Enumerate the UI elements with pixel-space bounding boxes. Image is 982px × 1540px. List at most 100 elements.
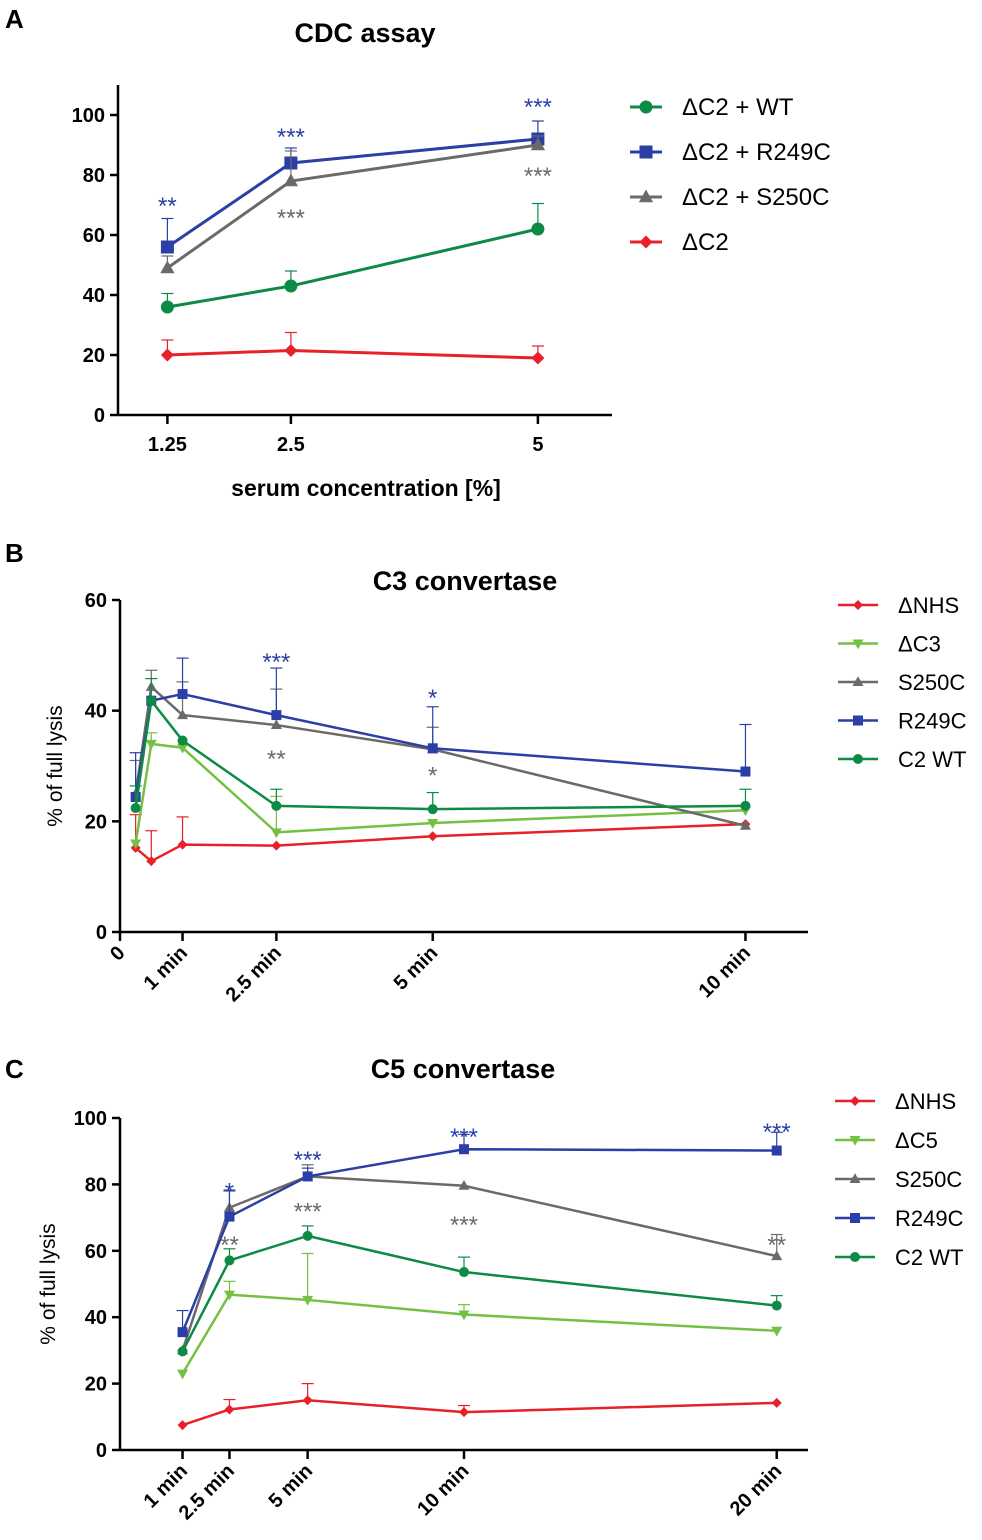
series-line — [134, 684, 746, 827]
legend-marker — [849, 1173, 861, 1183]
data-point — [160, 260, 175, 274]
data-point — [771, 1300, 782, 1311]
data-point — [177, 1346, 188, 1357]
y-tick-label: 80 — [83, 165, 105, 187]
data-point — [771, 1326, 783, 1337]
data-point — [146, 695, 157, 706]
data-point — [302, 1171, 313, 1182]
series-r249c — [129, 657, 752, 802]
legend-label: C2 WT — [895, 1245, 963, 1270]
data-point — [223, 1290, 235, 1301]
legend-marker — [639, 235, 653, 249]
legend-label: ΔNHS — [895, 1089, 956, 1114]
significance-label: * — [428, 685, 437, 712]
legend-label: ΔC2 — [682, 229, 729, 256]
data-point — [771, 1145, 782, 1156]
series--c2 — [160, 331, 545, 365]
data-point — [271, 800, 282, 811]
series-line — [182, 1398, 777, 1427]
data-point — [271, 840, 282, 851]
series-line — [134, 697, 746, 811]
legend-marker — [853, 754, 863, 764]
data-point — [771, 1250, 783, 1261]
significance-label: *** — [277, 124, 305, 151]
data-point — [427, 743, 438, 754]
significance-label: *** — [294, 1199, 322, 1226]
data-point — [177, 1327, 188, 1338]
x-tick-label: 10 min — [413, 1460, 473, 1520]
data-point — [177, 839, 188, 850]
legend-marker — [850, 1096, 860, 1106]
series-r249c — [176, 1131, 783, 1338]
significance-label: *** — [262, 649, 290, 676]
data-point — [177, 709, 189, 720]
data-point — [130, 839, 142, 850]
significance-label: *** — [450, 1212, 478, 1239]
legend-marker — [850, 1252, 860, 1262]
legend-label: R249C — [898, 709, 967, 734]
legend-marker — [853, 715, 863, 726]
data-point — [427, 831, 438, 842]
data-point — [427, 804, 438, 815]
x-axis-title: serum concentration [%] — [231, 475, 501, 501]
data-point — [459, 1144, 469, 1155]
y-tick-label: 40 — [83, 285, 105, 307]
data-point — [284, 344, 298, 357]
legend-label: S250C — [895, 1167, 962, 1192]
legend-marker — [853, 600, 863, 610]
y-tick-label: 60 — [83, 225, 105, 247]
y-tick-label: 0 — [96, 922, 107, 944]
data-point — [302, 1395, 313, 1406]
data-point — [740, 766, 751, 777]
series-line — [181, 1293, 777, 1375]
significance-label: ** — [767, 1232, 786, 1259]
data-point — [302, 1295, 314, 1306]
y-tick-label: 0 — [96, 1440, 107, 1462]
series-c2-wt — [177, 1225, 783, 1357]
data-point — [224, 1404, 235, 1415]
data-point — [130, 803, 141, 814]
legend-label: ΔC2 + R249C — [682, 139, 831, 166]
data-point — [284, 279, 298, 293]
significance-label: * — [225, 1179, 234, 1206]
data-point — [531, 351, 545, 365]
series-line — [166, 137, 539, 249]
data-point — [270, 719, 282, 730]
data-point — [224, 1211, 235, 1222]
x-tick-label: 5 min — [265, 1460, 318, 1513]
data-point — [145, 739, 157, 750]
significance-label: ** — [158, 193, 177, 220]
legend-label: S250C — [898, 670, 965, 695]
legend-marker — [639, 145, 653, 159]
y-tick-label: 20 — [83, 345, 105, 367]
series--c5 — [177, 1252, 783, 1380]
panel-label: C — [5, 1054, 24, 1084]
y-tick-label: 40 — [85, 1307, 107, 1329]
panel-label: B — [5, 538, 24, 568]
y-tick-label: 40 — [85, 701, 107, 723]
x-tick-label: 5 min — [390, 942, 443, 995]
y-axis-title: % of full lysis — [44, 705, 67, 826]
data-point — [459, 1407, 469, 1418]
chart-title: C3 convertase — [373, 566, 558, 596]
series-line — [181, 1175, 778, 1351]
chart-title: C5 convertase — [371, 1054, 556, 1084]
panel-a-cdc-assay: A CDC assay 0 20 40 60 80 100 1.25 2.5 5 serum conc… — [5, 4, 831, 501]
series--nhs — [177, 1382, 782, 1431]
series--c2-s250c — [160, 135, 546, 274]
data-point — [224, 1255, 235, 1266]
legend-label: ΔC2 + S250C — [682, 184, 829, 211]
significance-label: * — [428, 763, 437, 790]
data-point — [302, 1230, 313, 1241]
data-point — [459, 1267, 469, 1278]
significance-label: *** — [450, 1124, 478, 1151]
y-tick-label: 0 — [94, 405, 105, 427]
significance-label: ** — [220, 1232, 239, 1259]
legend-marker — [852, 676, 864, 686]
x-tick-label: 1 min — [140, 942, 193, 995]
data-point — [177, 1420, 188, 1431]
series-line — [166, 143, 539, 270]
data-point — [160, 348, 174, 362]
y-tick-label: 100 — [74, 1108, 107, 1130]
